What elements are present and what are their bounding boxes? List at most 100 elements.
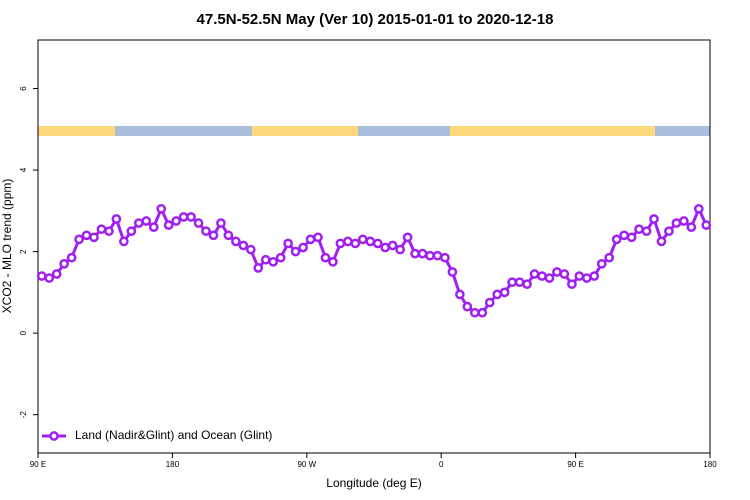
- point: [201, 226, 211, 237]
- point: [245, 244, 256, 255]
- point: [581, 273, 592, 283]
- point: [649, 214, 659, 224]
- x-tick-label: 180: [703, 460, 717, 469]
- point: [44, 273, 55, 283]
- point: [208, 230, 219, 241]
- point: [686, 222, 697, 232]
- point: [484, 297, 495, 308]
- point: [74, 234, 84, 245]
- point: [253, 263, 264, 273]
- y-tick-label: 0: [19, 330, 28, 335]
- point: [193, 218, 204, 228]
- point: [432, 250, 443, 261]
- x-tick-label: 90 E: [30, 460, 46, 469]
- chart-title: 47.5N-52.5N May (Ver 10) 2015-01-01 to 2…: [197, 11, 554, 28]
- point: [507, 277, 517, 288]
- point: [119, 236, 129, 247]
- point: [163, 220, 174, 230]
- point: [499, 287, 510, 298]
- point: [440, 252, 450, 263]
- point: [664, 226, 674, 237]
- point: [290, 246, 301, 257]
- point: [395, 244, 405, 255]
- point: [365, 236, 376, 247]
- land-ocean-strip: [38, 126, 710, 136]
- point: [469, 307, 480, 318]
- point: [559, 269, 570, 279]
- point: [641, 226, 652, 237]
- point: [626, 232, 637, 243]
- point: [320, 252, 331, 263]
- point: [59, 258, 69, 269]
- y-tick-label: 2: [19, 249, 28, 254]
- x-axis-label: Longitude (deg E): [326, 476, 421, 490]
- point: [96, 224, 107, 235]
- point: [231, 236, 241, 247]
- point: [148, 222, 159, 232]
- point: [178, 212, 189, 222]
- point: [305, 234, 316, 245]
- point: [402, 232, 413, 243]
- point: [529, 269, 540, 279]
- y-tick-label: -2: [19, 411, 28, 419]
- point: [81, 230, 92, 241]
- point: [223, 230, 234, 241]
- point: [619, 230, 629, 241]
- point: [104, 226, 114, 237]
- point: [238, 240, 249, 251]
- point: [656, 236, 667, 247]
- point: [567, 279, 577, 290]
- point: [387, 240, 398, 251]
- point: [380, 242, 391, 253]
- y-tick-label: 6: [19, 86, 28, 91]
- point: [634, 224, 644, 235]
- point: [596, 258, 607, 269]
- point: [268, 256, 279, 267]
- point: [693, 203, 704, 214]
- point: [537, 271, 547, 281]
- point: [335, 238, 346, 249]
- point: [328, 256, 338, 267]
- y-tick-label: 4: [19, 167, 28, 172]
- point: [283, 238, 293, 249]
- point: [89, 232, 99, 243]
- point: [216, 218, 226, 228]
- x-tick-label: 90 W: [297, 460, 316, 469]
- point: [133, 218, 144, 228]
- point: [36, 271, 47, 281]
- point: [275, 252, 286, 263]
- point: [455, 289, 465, 300]
- point: [544, 273, 555, 283]
- point: [186, 212, 196, 222]
- point: [522, 279, 532, 290]
- point: [477, 307, 488, 318]
- point: [51, 269, 62, 279]
- point: [552, 267, 562, 277]
- point: [141, 216, 152, 226]
- point: [611, 234, 622, 245]
- point: [372, 238, 383, 249]
- point: [417, 248, 428, 259]
- point: [66, 252, 77, 263]
- point: [410, 248, 420, 259]
- legend-marker: [49, 431, 59, 441]
- x-tick-label: 180: [166, 460, 180, 469]
- point: [679, 216, 689, 226]
- legend-label: Land (Nadir&Glint) and Ocean (Glint): [75, 428, 272, 442]
- point: [492, 289, 503, 300]
- point: [671, 218, 682, 228]
- point: [126, 226, 137, 237]
- point: [604, 252, 615, 263]
- x-tick-label: 90 E: [567, 460, 583, 469]
- plot-frame: [37, 39, 711, 454]
- point: [589, 271, 600, 281]
- point: [298, 242, 308, 253]
- point: [260, 254, 271, 265]
- y-axis-label: XCO2 - MLO trend (ppm): [0, 179, 14, 314]
- point: [574, 271, 585, 281]
- point: [313, 232, 323, 243]
- point: [350, 238, 361, 249]
- point: [701, 220, 712, 230]
- point: [111, 214, 122, 224]
